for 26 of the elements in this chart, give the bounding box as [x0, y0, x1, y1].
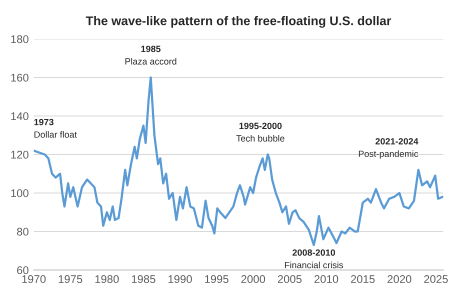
y-tick-label: 60: [17, 266, 28, 274]
y-tick-label: 140: [11, 112, 28, 120]
x-tick-label: 2010: [314, 275, 338, 284]
x-tick-label: 2005: [278, 275, 302, 284]
x-tick-label: 1990: [168, 275, 192, 284]
y-tick-label: 160: [11, 74, 28, 82]
annotation: 1973 Dollar float: [34, 118, 77, 138]
x-tick-label: 1970: [22, 275, 46, 284]
y-tick-label: 100: [11, 189, 28, 198]
x-tick-label: 2015: [351, 275, 375, 284]
x-tick-label: 2000: [241, 275, 266, 284]
annotation: 2021-2024 Post-pandemic: [358, 138, 418, 159]
x-tick-label: 2025: [424, 275, 448, 284]
annotation: 1995-2000 Tech bubble: [236, 122, 284, 142]
y-tick-label: 180: [11, 35, 28, 44]
x-tick-label: 2020: [388, 275, 412, 284]
annotation: 2008-2010 Financial crisis: [284, 249, 344, 268]
chart-title: The wave-like pattern of the free-floating U.S. dollar: [86, 16, 392, 28]
x-tick-label: 1975: [58, 275, 82, 284]
x-tick-label: 1985: [132, 275, 156, 284]
y-tick-label: 80: [17, 228, 28, 236]
x-tick-label: 1980: [95, 275, 119, 284]
y-tick-label: 120: [11, 150, 28, 159]
annotation: 1985 Plaza accord: [125, 46, 176, 65]
x-tick-label: 1995: [205, 275, 228, 284]
line-series: [34, 76, 444, 246]
